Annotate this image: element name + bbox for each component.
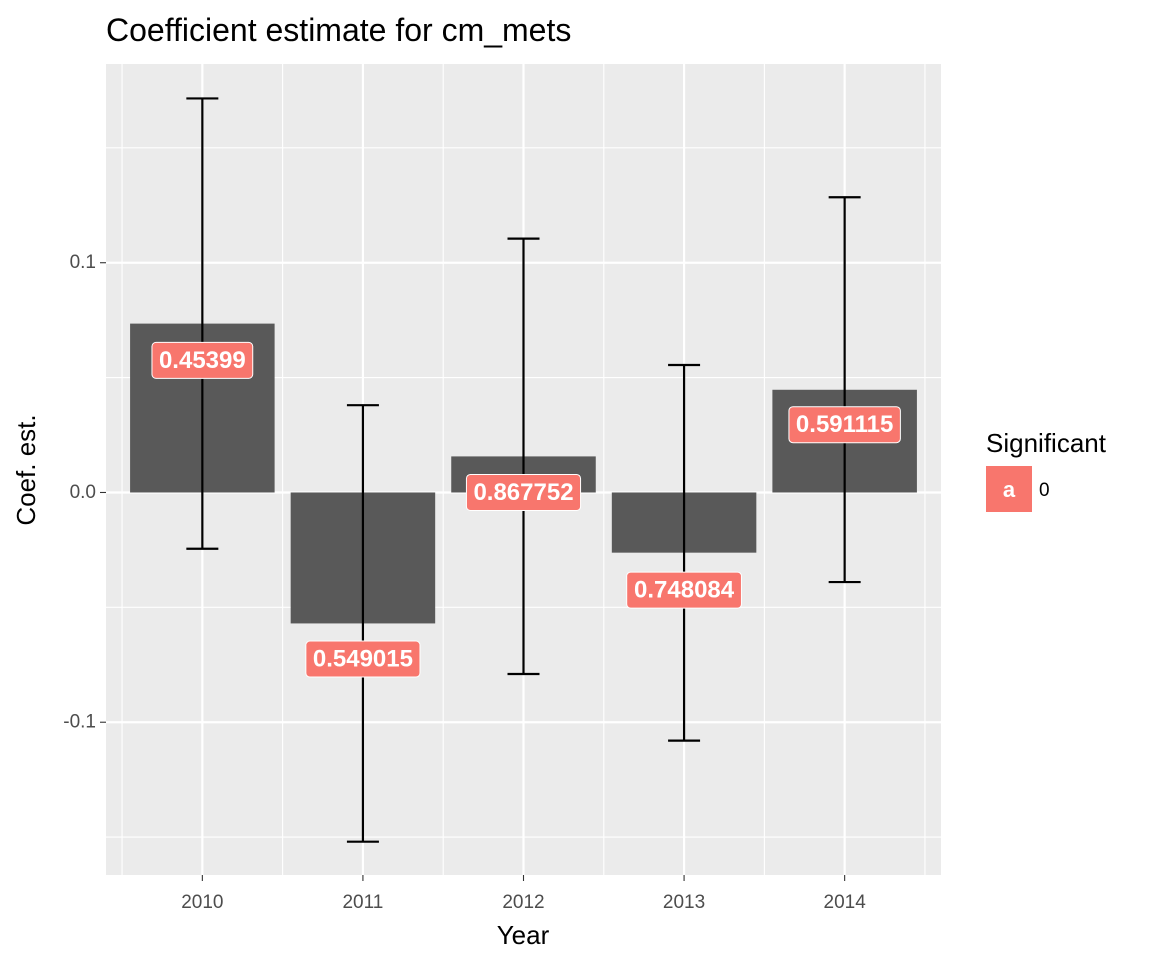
data-label-2013: 0.748084	[626, 571, 742, 609]
error-bars	[186, 97, 861, 843]
legend-title: Significant	[986, 428, 1107, 458]
data-labels: 0.45399 0.549015 0.867752 0.748084 0.591115	[151, 341, 901, 678]
error-bar-2013	[668, 363, 701, 742]
legend: Significant a 0	[986, 428, 1107, 512]
data-label-text: 0.748084	[634, 577, 735, 604]
chart-title: Coefficient estimate for cm_mets	[106, 12, 571, 48]
data-label-2011: 0.549015	[305, 640, 421, 678]
legend-label: 0	[1039, 480, 1050, 501]
y-tick-label: 0.0	[70, 482, 96, 503]
y-axis-ticks: -0.1 0.0 0.1	[63, 252, 106, 733]
data-label-2012: 0.867752	[465, 473, 582, 511]
legend-key	[986, 466, 1032, 512]
data-label-text: 0.867752	[473, 479, 573, 506]
x-tick-label: 2011	[342, 892, 383, 913]
y-tick-label: 0.1	[70, 252, 96, 273]
x-tick-label: 2014	[824, 892, 867, 913]
data-label-text: 0.549015	[313, 646, 413, 673]
x-axis-ticks: 2010 2011 2012 2013 2014	[181, 875, 866, 913]
data-label-text: 0.591115	[796, 411, 893, 438]
data-label-2010: 0.45399	[151, 341, 254, 379]
x-tick-label: 2013	[663, 892, 705, 913]
data-label-text: 0.45399	[159, 347, 246, 374]
error-bar-2010	[186, 97, 219, 550]
x-tick-label: 2010	[181, 892, 223, 913]
y-tick-label: -0.1	[63, 712, 96, 733]
x-tick-label: 2012	[502, 892, 544, 913]
x-axis-title: Year	[497, 920, 550, 950]
data-label-2014: 0.591115	[788, 406, 901, 444]
error-bar-2014	[828, 196, 861, 584]
error-bar-2011	[346, 404, 379, 843]
error-bar-2012	[507, 237, 540, 676]
y-axis-title: Coef. est.	[11, 414, 41, 525]
legend-key-text: a	[1003, 477, 1016, 502]
